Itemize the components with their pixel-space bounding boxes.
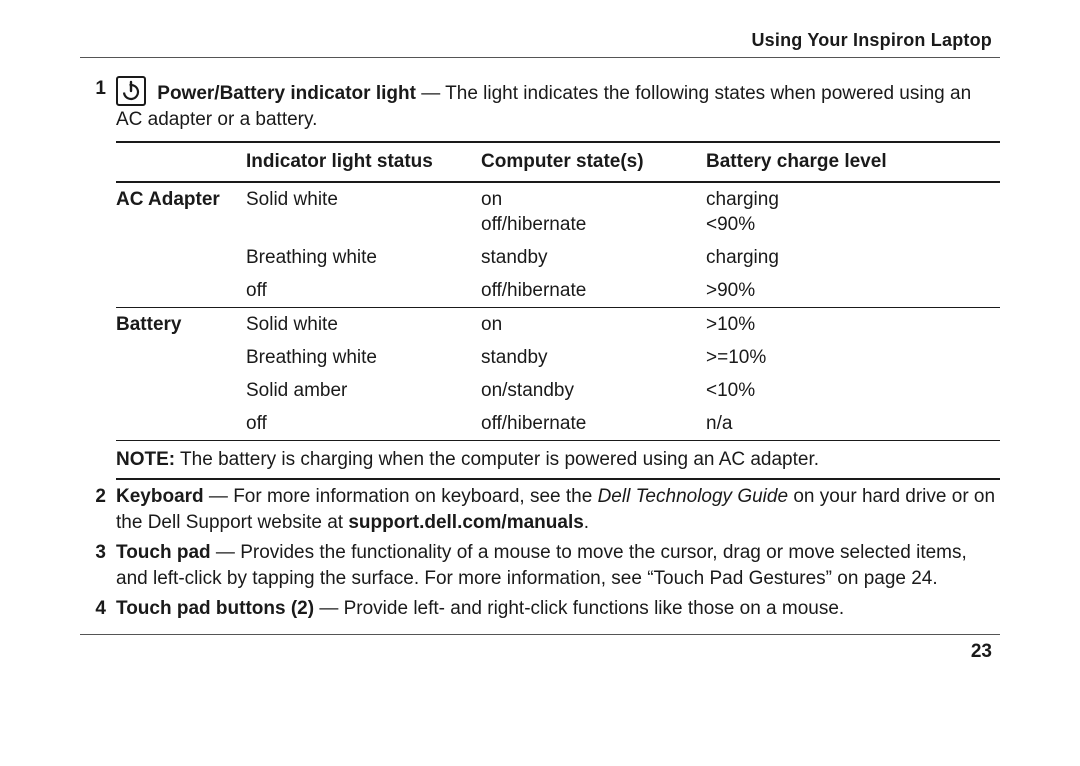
item-number: 2 [80, 484, 116, 510]
table-cell: onoff/hibernate [481, 182, 706, 241]
table-row: Solid amberon/standby<10% [116, 374, 1000, 407]
table-row: Breathing whitestandbycharging [116, 241, 1000, 274]
table-cell: off/hibernate [481, 407, 706, 441]
item-text-italic: Dell Technology Guide [598, 486, 788, 507]
table-cell: charging<90% [706, 182, 1000, 241]
table-row: BatterySolid whiteon>10% [116, 308, 1000, 342]
table-cell: off/hibernate [481, 274, 706, 308]
item-body: Power/Battery indicator light — The ligh… [116, 76, 1000, 480]
table-note-row: NOTE: The battery is charging when the c… [116, 441, 1000, 480]
list-item-1: 1 Power/Battery indicator light — The li… [80, 76, 1000, 480]
item-body: Touch pad — Provides the functionality o… [116, 540, 1000, 592]
table-header-cell [116, 142, 246, 182]
item-text: — Provides the functionality of a mouse … [116, 542, 967, 589]
table-row: AC AdapterSolid whiteonoff/hibernatechar… [116, 182, 1000, 241]
list-item-3: 3 Touch pad — Provides the functionality… [80, 540, 1000, 592]
list-item-4: 4 Touch pad buttons (2) — Provide left- … [80, 596, 1000, 622]
item-text-bold: support.dell.com/manuals [348, 512, 583, 533]
table-row: offoff/hibernate>90% [116, 274, 1000, 308]
table-cell: Breathing white [246, 241, 481, 274]
table-cell: n/a [706, 407, 1000, 441]
power-icon [116, 76, 146, 106]
item-number: 3 [80, 540, 116, 566]
table-cell: off [246, 407, 481, 441]
status-table: Indicator light status Computer state(s)… [116, 141, 1000, 480]
table-header-cell: Computer state(s) [481, 142, 706, 182]
item-number: 4 [80, 596, 116, 622]
item-lead: Keyboard [116, 486, 204, 507]
table-header-cell: Indicator light status [246, 142, 481, 182]
item-lead: Power/Battery indicator light [157, 83, 416, 104]
table-cell: AC Adapter [116, 182, 246, 241]
note-lead: NOTE: [116, 449, 175, 470]
running-header: Using Your Inspiron Laptop [80, 30, 1000, 51]
table-cell: standby [481, 241, 706, 274]
table-cell: >10% [706, 308, 1000, 342]
table-header-row: Indicator light status Computer state(s)… [116, 142, 1000, 182]
table-cell: >=10% [706, 341, 1000, 374]
table-cell: Solid white [246, 182, 481, 241]
item-lead: Touch pad [116, 542, 211, 563]
table-header-cell: Battery charge level [706, 142, 1000, 182]
content-list: 1 Power/Battery indicator light — The li… [80, 76, 1000, 622]
table-cell: charging [706, 241, 1000, 274]
table-cell: standby [481, 341, 706, 374]
table-cell [116, 374, 246, 407]
table-cell: Solid amber [246, 374, 481, 407]
table-cell: Solid white [246, 308, 481, 342]
top-divider [80, 57, 1000, 58]
table-cell: >90% [706, 274, 1000, 308]
item-text: — Provide left- and right-click function… [314, 598, 844, 619]
table-cell [116, 341, 246, 374]
list-item-2: 2 Keyboard — For more information on key… [80, 484, 1000, 536]
table-row: offoff/hibernaten/a [116, 407, 1000, 441]
table-cell: on/standby [481, 374, 706, 407]
table-cell: <10% [706, 374, 1000, 407]
table-cell: Breathing white [246, 341, 481, 374]
table-cell [116, 274, 246, 308]
table-cell: off [246, 274, 481, 308]
table-cell [116, 241, 246, 274]
item-lead: Touch pad buttons (2) [116, 598, 314, 619]
item-text: . [584, 512, 589, 533]
bottom-divider [80, 634, 1000, 635]
page: Using Your Inspiron Laptop 1 Power/Batte… [0, 0, 1080, 693]
item-body: Keyboard — For more information on keybo… [116, 484, 1000, 536]
table-cell [116, 407, 246, 441]
table-note: NOTE: The battery is charging when the c… [116, 441, 1000, 480]
table-row: Breathing whitestandby>=10% [116, 341, 1000, 374]
item-body: Touch pad buttons (2) — Provide left- an… [116, 596, 1000, 622]
table-cell: on [481, 308, 706, 342]
item-number: 1 [80, 76, 116, 102]
note-text: The battery is charging when the compute… [175, 449, 819, 470]
page-number: 23 [80, 641, 1000, 663]
table-cell: Battery [116, 308, 246, 342]
item-text: — For more information on keyboard, see … [204, 486, 598, 507]
